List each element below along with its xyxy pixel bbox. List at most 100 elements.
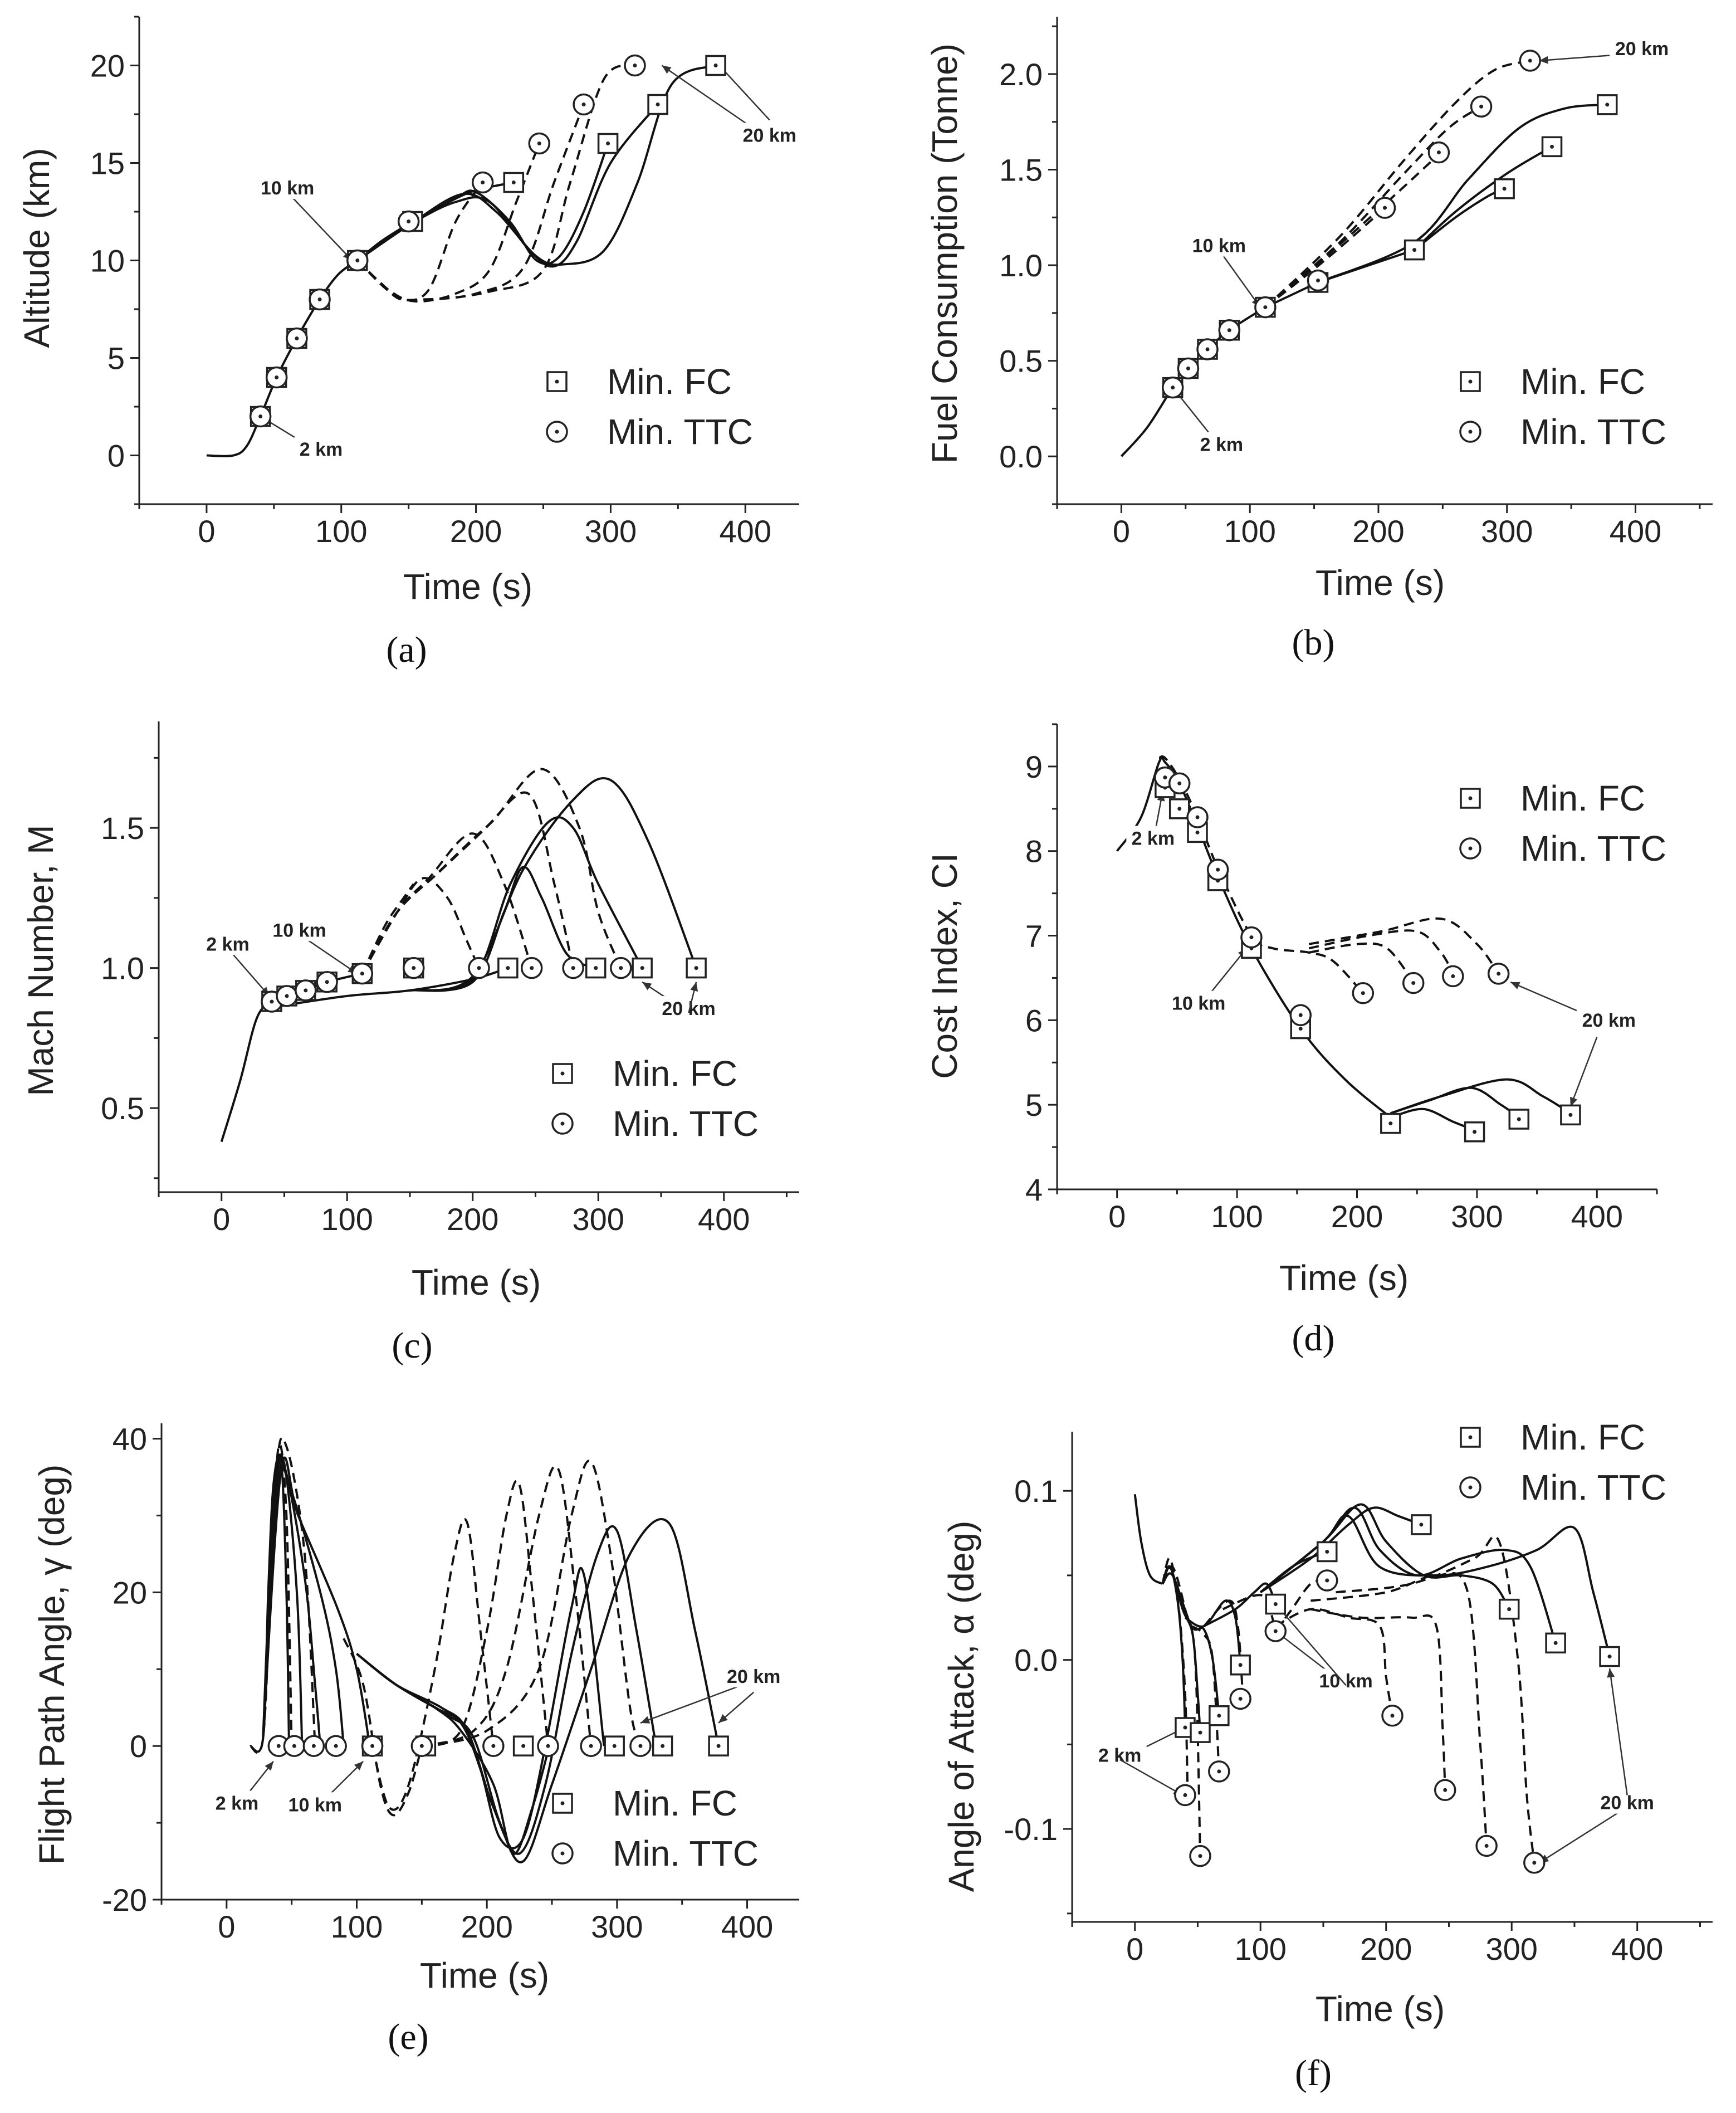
x-tick-label: 400 xyxy=(1611,1931,1663,1966)
min-fc-marker xyxy=(1498,1598,1520,1620)
y-tick-label: 1.5 xyxy=(999,153,1043,188)
y-tick-label: 10 xyxy=(90,243,125,279)
min-ttc-marker xyxy=(1352,982,1375,1004)
legend-circle-icon xyxy=(1459,837,1481,860)
legend-label-min-fc: Min. FC xyxy=(607,362,732,402)
annotation-label: 20 km xyxy=(1582,1010,1636,1031)
min-ttc-series-line xyxy=(248,1443,293,1754)
min-fc-marker xyxy=(1599,1646,1620,1667)
min-fc-series-line xyxy=(206,259,358,457)
min-fc-series-line xyxy=(409,866,596,992)
min-ttc-marker xyxy=(265,366,288,389)
min-ttc-marker xyxy=(1402,972,1425,994)
y-tick-label: 6 xyxy=(1025,1003,1043,1038)
x-axis-title: Time (s) xyxy=(420,1955,549,1995)
annotations: 2 km 10 km 20 km xyxy=(1126,792,1641,1107)
min-ttc-marker xyxy=(468,957,490,979)
min-fc-marker xyxy=(1597,94,1618,115)
annotation-label: 2 km xyxy=(1098,1745,1142,1766)
min-ttc-marker xyxy=(1186,806,1209,828)
y-tick-label: 5 xyxy=(1025,1087,1043,1123)
annotation-bg xyxy=(210,1790,264,1814)
markers xyxy=(1154,766,1581,1143)
markers xyxy=(261,957,707,1013)
x-tick-label: 300 xyxy=(572,1202,624,1237)
min-ttc-marker xyxy=(1196,338,1219,360)
legend-label-min-ttc: Min. TTC xyxy=(1520,412,1666,452)
annotation-label: 2 km xyxy=(1200,434,1244,455)
min-fc-marker xyxy=(647,94,668,115)
min-fc-marker xyxy=(512,1735,534,1756)
min-ttc-marker xyxy=(1240,926,1263,949)
annotation-bg xyxy=(255,175,320,199)
min-fc-marker xyxy=(1316,1541,1338,1563)
annotation-arrow xyxy=(1119,1759,1184,1796)
legend: Min. FC Min. TTC xyxy=(1459,1417,1666,1507)
min-fc-series-line xyxy=(1390,1078,1571,1115)
legend-circle-icon xyxy=(546,421,568,443)
axes: 0 100 200 300 400 -20 0 20 40 xyxy=(102,1422,799,1944)
y-tick-label: 1.0 xyxy=(999,248,1043,283)
min-fc-series-line xyxy=(356,64,716,266)
legend-label-min-ttc: Min. TTC xyxy=(613,1833,759,1873)
y-axis-title: Angle of Attack, α (deg) xyxy=(941,1521,981,1892)
min-fc-marker xyxy=(1380,1112,1401,1134)
x-tick-label: 400 xyxy=(1571,1199,1623,1234)
min-fc-series-line xyxy=(1317,103,1607,284)
x-tick-label: 400 xyxy=(721,1909,773,1944)
min-ttc-marker xyxy=(1208,1760,1230,1783)
x-axis-title: Time (s) xyxy=(403,567,532,607)
min-ttc-series-line xyxy=(356,64,635,301)
axes: 0 100 200 300 400 0.0 0.5 1.0 1.5 2.0 xyxy=(999,17,1713,549)
y-tick-label: 0.0 xyxy=(1014,1643,1058,1678)
annotations: 2 km 10 km 20 km xyxy=(1172,36,1675,456)
legend-square-icon xyxy=(552,1793,573,1814)
chart-panel-f: Angle of Attack, α (deg) Time (s) (f) 0 1… xyxy=(941,1417,1713,2094)
annotation-bg xyxy=(656,996,721,1020)
min-fc-series-line xyxy=(356,1518,720,1863)
min-ttc-series-line xyxy=(1310,1608,1446,1790)
min-fc-series-line xyxy=(1133,1494,1163,1585)
min-fc-series-line xyxy=(1414,187,1505,251)
min-ttc-marker xyxy=(1316,1569,1338,1592)
y-tick-label: 40 xyxy=(113,1422,147,1457)
annotation-arrowhead xyxy=(1539,56,1548,64)
y-tick-label: 4 xyxy=(1025,1172,1043,1207)
x-tick-label: 200 xyxy=(447,1202,498,1237)
min-fc-marker xyxy=(708,1735,729,1756)
annotation-label: 10 km xyxy=(1172,993,1225,1014)
annotation-label: 10 km xyxy=(1192,236,1246,257)
min-ttc-marker xyxy=(276,985,298,1007)
min-ttc-marker xyxy=(1475,1834,1498,1857)
annotation-arrow xyxy=(1218,249,1261,308)
min-ttc-series-line xyxy=(361,791,575,974)
legend-label-min-fc: Min. FC xyxy=(613,1053,737,1094)
y-tick-label: 0.5 xyxy=(101,1091,144,1126)
min-ttc-marker xyxy=(397,210,420,233)
annotation-bg xyxy=(1186,233,1251,257)
min-ttc-series-line xyxy=(1203,1599,1244,1699)
markers xyxy=(267,1735,729,1757)
axes: 0 100 200 300 400 0.5 1.0 1.5 xyxy=(101,721,799,1237)
min-ttc-series-line xyxy=(1310,1572,1488,1846)
min-ttc-marker xyxy=(1289,1004,1312,1027)
legend-label-min-fc: Min. FC xyxy=(613,1783,737,1823)
min-fc-marker xyxy=(1411,1514,1432,1535)
x-tick-label: 100 xyxy=(1235,1931,1287,1966)
min-fc-marker xyxy=(705,55,726,76)
y-tick-label: 0.1 xyxy=(1014,1473,1058,1509)
x-tick-label: 100 xyxy=(1224,514,1275,549)
min-ttc-marker xyxy=(1307,269,1329,292)
min-ttc-marker xyxy=(1264,1620,1287,1642)
legend-square-icon xyxy=(1460,1427,1481,1448)
legend-square-icon xyxy=(546,371,568,392)
annotations: 2 km 10 km 20 km xyxy=(1093,1603,1660,1863)
x-axis-title: Time (s) xyxy=(1316,1989,1445,2029)
x-axis-title: Time (s) xyxy=(1279,1258,1409,1298)
panel-label: (a) xyxy=(386,629,427,670)
min-fc-series-line xyxy=(262,1456,371,1746)
min-fc-marker xyxy=(1464,1121,1485,1143)
min-ttc-marker xyxy=(1161,376,1184,399)
min-ttc-marker xyxy=(580,1735,602,1757)
min-ttc-marker xyxy=(1373,197,1396,219)
